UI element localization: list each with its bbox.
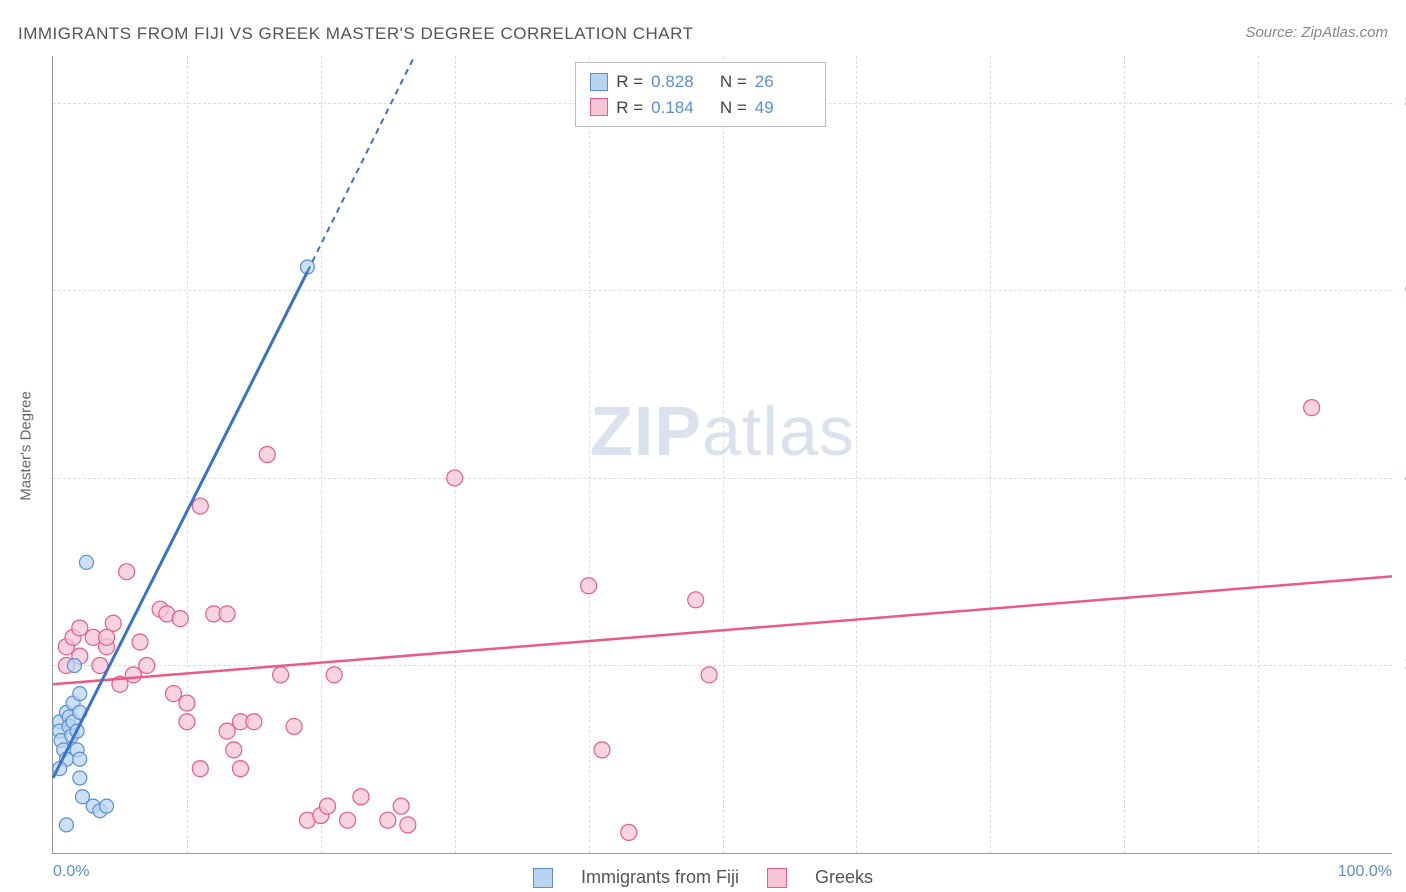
x-tick-label: 0.0%	[53, 863, 89, 881]
data-point	[393, 798, 409, 814]
plot-area: ZIPatlas 20.0%40.0%60.0%80.0%0.0%100.0% …	[52, 56, 1392, 854]
data-point	[232, 761, 248, 777]
greeks-legend-swatch-icon	[767, 868, 787, 888]
data-point	[73, 687, 87, 701]
chart-title: IMMIGRANTS FROM FIJI VS GREEK MASTER'S D…	[18, 24, 693, 44]
greeks-trend-line	[53, 576, 1392, 684]
data-point	[139, 657, 155, 673]
x-tick-label: 100.0%	[1338, 863, 1392, 881]
fiji-trend-line-dashed	[307, 56, 414, 272]
data-point	[192, 498, 208, 514]
data-point	[219, 606, 235, 622]
data-point	[172, 611, 188, 627]
fiji-r-value: 0.828	[651, 69, 707, 95]
data-point	[319, 798, 335, 814]
data-point	[179, 714, 195, 730]
data-point	[79, 555, 93, 569]
data-point	[353, 789, 369, 805]
data-point	[246, 714, 262, 730]
data-point	[100, 799, 114, 813]
fiji-n-value: 26	[755, 69, 811, 95]
r-label: R =	[616, 69, 643, 95]
info-row-fiji: R = 0.828 N = 26	[590, 69, 811, 95]
data-point	[621, 824, 637, 840]
chart-container: ZIPatlas 20.0%40.0%60.0%80.0%0.0%100.0% …	[52, 56, 1392, 854]
data-point	[286, 718, 302, 734]
data-point	[688, 592, 704, 608]
data-point	[701, 667, 717, 683]
data-point	[192, 761, 208, 777]
data-point	[67, 658, 81, 672]
data-point	[73, 771, 87, 785]
data-point	[400, 817, 416, 833]
r-label: R =	[616, 95, 643, 121]
greeks-legend-label: Greeks	[815, 867, 873, 888]
greeks-r-value: 0.184	[651, 95, 707, 121]
n-label: N =	[715, 69, 747, 95]
greeks-n-value: 49	[755, 95, 811, 121]
data-point	[259, 447, 275, 463]
data-point	[179, 695, 195, 711]
data-point	[119, 564, 135, 580]
data-point	[340, 812, 356, 828]
fiji-swatch-icon	[590, 73, 608, 91]
scatter-plot-svg	[53, 56, 1392, 853]
fiji-legend-swatch-icon	[533, 868, 553, 888]
correlation-info-box: R = 0.828 N = 26 R = 0.184 N = 49	[575, 62, 826, 127]
data-point	[447, 470, 463, 486]
data-point	[380, 812, 396, 828]
data-point	[581, 578, 597, 594]
data-point	[132, 634, 148, 650]
greeks-swatch-icon	[590, 98, 608, 116]
data-point	[273, 667, 289, 683]
y-axis-label: Master's Degree	[18, 391, 35, 501]
data-point	[1304, 400, 1320, 416]
data-point	[125, 667, 141, 683]
data-point	[72, 620, 88, 636]
data-point	[226, 742, 242, 758]
data-point	[594, 742, 610, 758]
data-point	[326, 667, 342, 683]
data-point	[73, 752, 87, 766]
legend: Immigrants from Fiji Greeks	[533, 867, 873, 888]
n-label: N =	[715, 95, 747, 121]
source-attribution: Source: ZipAtlas.com	[1245, 24, 1388, 41]
data-point	[59, 818, 73, 832]
data-point	[219, 723, 235, 739]
data-point	[99, 629, 115, 645]
info-row-greeks: R = 0.184 N = 49	[590, 95, 811, 121]
data-point	[166, 686, 182, 702]
fiji-legend-label: Immigrants from Fiji	[581, 867, 739, 888]
